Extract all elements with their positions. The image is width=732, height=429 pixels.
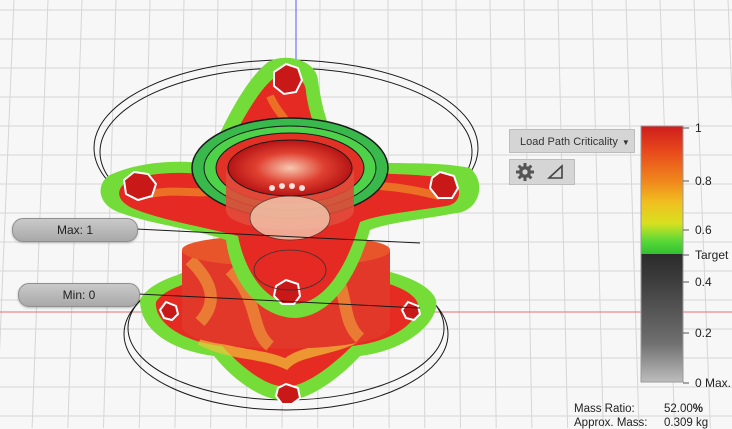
max-threshold-label: Max: 1	[56, 223, 93, 237]
approx-mass-value: 0.309 kg	[664, 417, 709, 429]
triangle-icon[interactable]	[546, 162, 566, 182]
legend-label: 1	[695, 121, 702, 135]
approx-mass-label: Approx. Mass:	[574, 417, 648, 429]
legend-label: 0 Max.	[695, 376, 732, 390]
display-tools	[509, 159, 575, 185]
max-threshold-slider[interactable]: Max: 1	[12, 218, 138, 242]
min-guide-line	[137, 293, 421, 309]
legend-label: Target	[695, 248, 729, 262]
legend-label: 0.8	[695, 174, 712, 188]
bolt-holes	[122, 62, 460, 405]
bearing-collar	[191, 117, 389, 291]
min-threshold-label: Min: 0	[62, 288, 96, 302]
chevron-down-icon: ▼	[621, 138, 630, 147]
legend-label: 0.2	[695, 326, 712, 340]
min-threshold-slider[interactable]: Min: 0	[18, 283, 140, 307]
mass-ratio-value: 52.00%	[664, 403, 704, 415]
legend-label: 0.4	[695, 275, 712, 289]
mass-ratio-label: Mass Ratio:	[574, 403, 635, 415]
legend-label: 0.6	[695, 223, 712, 237]
legend-color-bar	[640, 125, 684, 383]
criticality-legend	[640, 125, 689, 384]
load-path-criticality-dropdown[interactable]: Load Path Criticality ▼	[509, 129, 635, 153]
gear-icon[interactable]	[515, 162, 535, 182]
dropdown-label: Load Path Criticality	[520, 136, 618, 148]
max-guide-line	[135, 228, 421, 244]
